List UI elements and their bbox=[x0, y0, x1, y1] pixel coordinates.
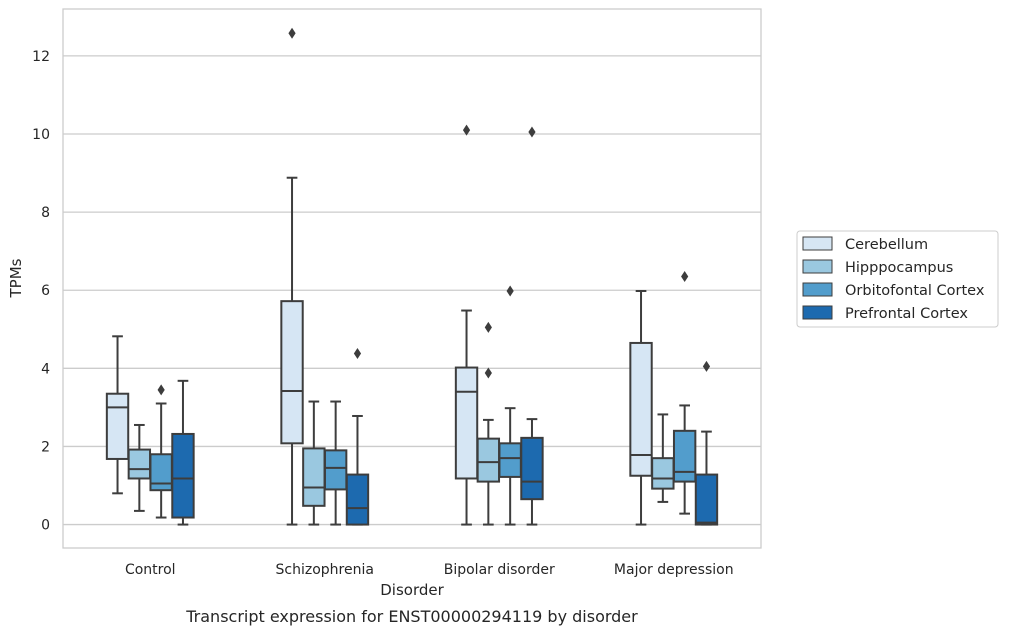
box-2-3 bbox=[520, 126, 544, 526]
box-0-2 bbox=[149, 384, 173, 519]
box-1-3 bbox=[345, 347, 370, 526]
x-tick-label: Major depression bbox=[614, 562, 734, 578]
box-iqr bbox=[629, 341, 653, 477]
legend-label: Cerebellum bbox=[845, 237, 928, 253]
y-tick-label: 2 bbox=[41, 439, 50, 455]
box-iqr bbox=[127, 448, 152, 480]
box-3-3 bbox=[694, 360, 719, 526]
legend-swatch bbox=[802, 236, 833, 251]
y-tick-label: 0 bbox=[41, 518, 50, 534]
legend-swatch bbox=[802, 259, 833, 274]
box-1-2 bbox=[323, 400, 348, 526]
y-tick-label: 12 bbox=[32, 49, 50, 65]
box-2-0 bbox=[454, 124, 479, 526]
box-2-2 bbox=[498, 285, 522, 526]
y-tick-label: 6 bbox=[41, 283, 50, 299]
outlier-point bbox=[528, 126, 536, 138]
box-2-1 bbox=[476, 321, 501, 526]
legend-label: Orbitofontal Cortex bbox=[845, 283, 985, 299]
y-tick-label: 4 bbox=[41, 361, 50, 377]
outlier-point bbox=[484, 367, 492, 379]
box-iqr bbox=[520, 436, 544, 501]
box-iqr bbox=[694, 473, 719, 526]
box-3-1 bbox=[651, 413, 675, 503]
x-tick-label: Schizophrenia bbox=[276, 562, 374, 578]
x-axis-title: Disorder bbox=[380, 581, 444, 599]
x-tick-label: Bipolar disorder bbox=[444, 562, 555, 578]
y-tick-labels: 0 2 4 6 8 10 12 bbox=[32, 49, 50, 534]
outlier-point bbox=[484, 321, 492, 333]
legend-swatch bbox=[802, 305, 833, 320]
box-iqr bbox=[323, 449, 348, 491]
box-0-1 bbox=[127, 423, 152, 512]
legend-label: Prefrontal Cortex bbox=[845, 306, 968, 322]
legend-swatch bbox=[802, 282, 833, 297]
legend: Cerebellum Hipppocampus Orbitofontal Corte… bbox=[796, 230, 999, 328]
legend-frame bbox=[796, 230, 999, 328]
box-iqr bbox=[345, 473, 370, 526]
outlier-point bbox=[462, 124, 471, 136]
box-iqr bbox=[672, 429, 697, 483]
box-0-0 bbox=[105, 335, 130, 495]
chart-caption: Transcript expression for ENST0000029411… bbox=[185, 607, 638, 626]
box-1-0 bbox=[280, 27, 304, 526]
box-0-3 bbox=[171, 379, 195, 526]
outlier-point bbox=[157, 384, 165, 396]
box-iqr bbox=[302, 447, 326, 507]
box-iqr bbox=[149, 453, 173, 492]
y-tick-label: 8 bbox=[41, 205, 50, 221]
box-1-1 bbox=[302, 400, 326, 526]
y-axis-title: TPMs bbox=[7, 258, 25, 298]
outlier-point bbox=[702, 360, 711, 372]
x-tick-label: Control bbox=[125, 562, 176, 578]
outlier-point bbox=[353, 347, 362, 359]
x-tick-labels: Control Schizophrenia Bipolar disorder Majo… bbox=[125, 562, 734, 578]
box-iqr bbox=[498, 442, 522, 478]
box-iqr bbox=[171, 432, 195, 519]
y-tick-label: 10 bbox=[32, 127, 50, 143]
plot-area-frame bbox=[62, 8, 762, 549]
outlier-point bbox=[681, 271, 689, 283]
box-iqr bbox=[454, 366, 479, 480]
box-iqr bbox=[651, 457, 675, 490]
box-3-0 bbox=[629, 289, 653, 526]
boxes bbox=[105, 27, 719, 526]
box-3-2 bbox=[672, 271, 697, 515]
box-iqr bbox=[280, 300, 304, 445]
box-iqr bbox=[476, 437, 501, 483]
box-iqr bbox=[105, 392, 130, 460]
outlier-point bbox=[288, 27, 296, 39]
outlier-point bbox=[506, 285, 514, 297]
legend-label: Hipppocampus bbox=[845, 260, 953, 276]
